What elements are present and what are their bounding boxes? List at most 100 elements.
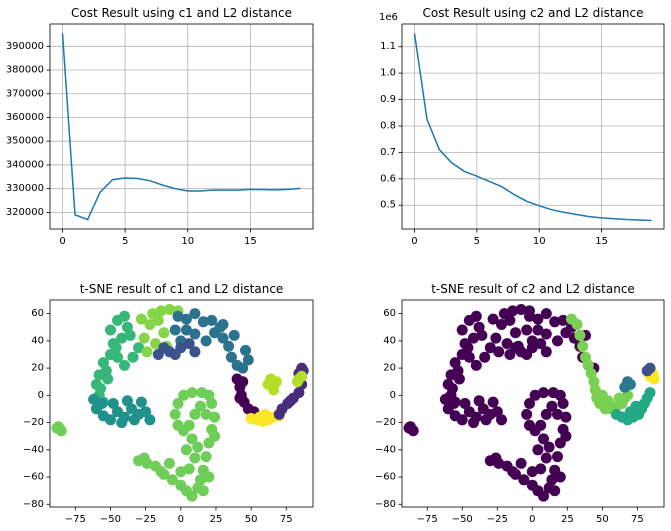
scatter-point xyxy=(501,338,513,350)
scatter-point xyxy=(510,327,521,339)
scatter-point xyxy=(96,398,108,409)
scatter-point xyxy=(95,383,107,394)
scatter-point xyxy=(557,314,569,326)
scatter-point xyxy=(140,406,152,418)
scatter-point xyxy=(484,342,496,354)
scatter-point xyxy=(217,319,229,330)
scatter-point xyxy=(491,406,503,418)
y-tick-label: 370000 xyxy=(6,88,44,99)
scatter-cluster xyxy=(135,304,184,358)
scatter-point xyxy=(453,373,465,385)
scatter-point xyxy=(552,451,563,463)
scatter-point xyxy=(203,471,215,483)
x-tick-label: −50 xyxy=(452,514,473,525)
scatter-point xyxy=(524,310,535,322)
scatter-point xyxy=(197,485,209,497)
scatter-point xyxy=(234,392,246,404)
scatter-point xyxy=(186,433,198,445)
scatter-point xyxy=(172,310,184,322)
series-line xyxy=(61,33,301,221)
scatter-point xyxy=(571,319,583,330)
x-tick-label: 10 xyxy=(181,236,194,247)
scatter-point xyxy=(473,395,485,407)
scatter-point xyxy=(524,398,535,409)
scatter-point xyxy=(107,338,119,350)
scatter-cluster xyxy=(231,373,260,418)
x-tick-label: 15 xyxy=(595,236,608,247)
scatter-point xyxy=(186,490,198,502)
y-tick-label: 20 xyxy=(383,363,396,374)
y-tick-label: −40 xyxy=(375,444,396,455)
scatter-point xyxy=(521,349,533,360)
scatter-point xyxy=(515,457,527,469)
scatter-point xyxy=(546,474,558,486)
y-tick-label: 0.6 xyxy=(380,173,396,184)
scatter-point xyxy=(560,411,572,423)
y-tick-label: 1.0 xyxy=(380,68,396,79)
axes-frame xyxy=(401,299,665,508)
scatter-point xyxy=(180,313,192,325)
plot-area xyxy=(402,24,664,229)
y-tick-label: 0.5 xyxy=(380,200,396,211)
x-tick-label: 0 xyxy=(529,514,535,525)
scatter-point xyxy=(560,430,572,442)
scatter-point xyxy=(532,313,544,325)
scatter-point xyxy=(463,351,475,363)
scatter-point xyxy=(195,400,206,412)
scatter-point xyxy=(166,474,178,486)
scatter-point xyxy=(127,351,139,363)
y-tick-label: 0.7 xyxy=(380,147,396,158)
scatter-point xyxy=(200,335,212,347)
scatter-point xyxy=(538,490,549,502)
scatter-point xyxy=(169,324,181,336)
scatter-point xyxy=(152,314,164,326)
scatter-cluster xyxy=(262,370,308,396)
scatter-point xyxy=(119,359,130,371)
scatter-point xyxy=(217,332,229,344)
y-tick-label: 350000 xyxy=(6,136,44,147)
scatter-cluster xyxy=(566,313,634,415)
scatter-point xyxy=(487,313,499,325)
x-tick-label: 0 xyxy=(59,236,65,247)
chart-title: Cost Result using c1 and L2 distance xyxy=(71,6,292,20)
axes-frame xyxy=(401,23,665,230)
scatter-cluster xyxy=(641,362,656,377)
plot-area xyxy=(50,24,313,229)
scatter-point xyxy=(88,393,100,405)
scatter-cluster xyxy=(619,376,636,393)
y-tick-label: −20 xyxy=(23,417,44,428)
axes-frame xyxy=(49,23,314,230)
y-tick-label: 60 xyxy=(31,308,44,319)
scatter-point xyxy=(468,417,479,429)
scatter-point xyxy=(507,305,519,317)
scatter-point xyxy=(242,354,254,366)
scatter-cluster xyxy=(273,362,309,420)
scatter-point xyxy=(613,392,625,404)
scatter-point xyxy=(51,422,63,434)
scatter-point xyxy=(446,383,458,394)
scatter-point xyxy=(209,411,221,423)
scatter-point xyxy=(150,338,161,350)
chart-title: t-SNE result of c1 and L2 distance xyxy=(80,282,284,296)
scatter-cluster xyxy=(169,308,254,374)
scatter-point xyxy=(169,349,181,360)
scatter-point xyxy=(237,376,249,388)
scatter-point xyxy=(624,378,636,390)
y-tick-label: 20 xyxy=(31,363,44,374)
scatter-point xyxy=(479,351,491,363)
scatter-point xyxy=(526,466,538,478)
scatter-point xyxy=(487,396,499,408)
scatter-point xyxy=(180,444,192,456)
y-tick-label: 380000 xyxy=(6,65,44,76)
y-tick-label: −80 xyxy=(375,499,396,510)
y-tick-label: −60 xyxy=(375,472,396,483)
scatter-point xyxy=(228,329,240,341)
scatter-point xyxy=(223,340,235,352)
y-tick-label: 360000 xyxy=(6,112,44,123)
y-tick-label: 0 xyxy=(38,390,44,401)
scatter-point xyxy=(552,408,563,420)
scatter-point xyxy=(112,351,123,363)
scatter-point xyxy=(459,398,471,409)
scatter-point xyxy=(144,414,156,426)
scatter-point xyxy=(133,342,145,354)
